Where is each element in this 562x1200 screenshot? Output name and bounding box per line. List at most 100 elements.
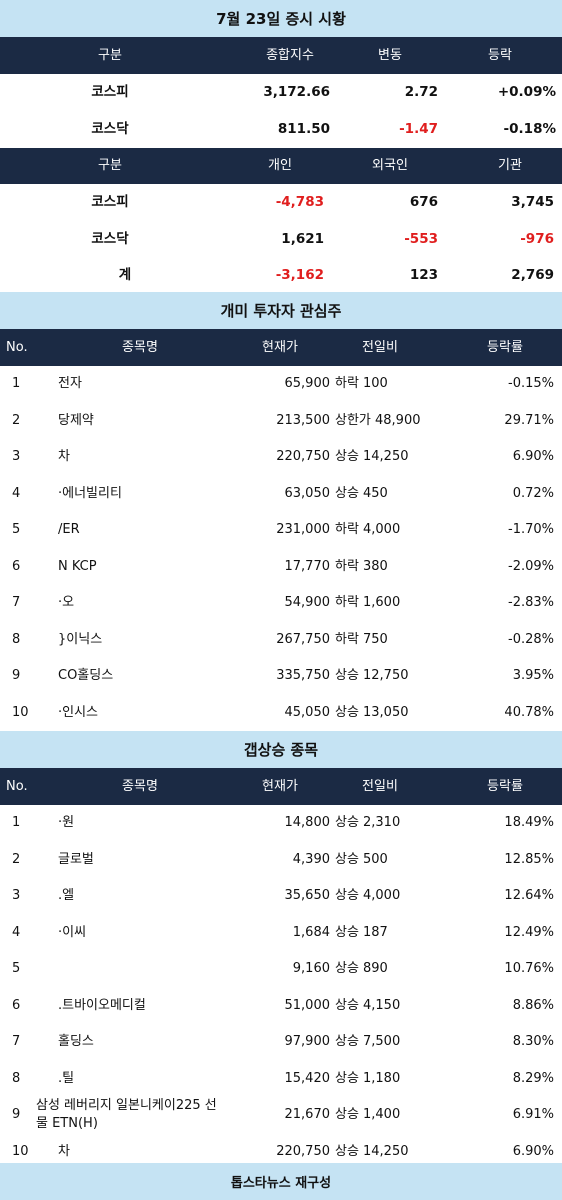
item-diff: 890: [363, 961, 388, 976]
item-price: 21,670: [284, 1107, 331, 1122]
item-direction: 상승: [335, 485, 359, 501]
list-item[interactable]: 6 .트바이오메디컬 51,000 상승 4,150 8.86%: [0, 987, 562, 1024]
list-item[interactable]: 1 전자 65,900 하락 100 -0.15%: [0, 366, 562, 403]
item-no: 3: [12, 888, 21, 903]
item-direction: 상승: [335, 449, 359, 464]
item-name: /ER: [58, 522, 80, 537]
col-header-name: 종목명: [122, 779, 158, 794]
list-item[interactable]: 2 당제약 213,500 상한가 48,900 29.71%: [0, 402, 562, 439]
col-header-price: 현재가: [262, 340, 298, 355]
item-price: 267,750: [276, 631, 330, 647]
row-foreign: 676: [409, 194, 438, 210]
row-name: 코스닥: [91, 121, 129, 137]
list-item[interactable]: 9 CO홀딩스 335,750 상승 12,750 3.95%: [0, 658, 562, 695]
row-name: 계: [118, 267, 132, 283]
col-header-category: 구분: [98, 48, 122, 63]
item-no: 1: [12, 376, 21, 391]
list-item[interactable]: 3 .엘 35,650 상승 4,000 12.64%: [0, 878, 562, 915]
row-change: -1.47: [399, 121, 438, 137]
list-item[interactable]: 10 ·인시스 45,050 상승 13,050 40.78%: [0, 694, 562, 731]
item-diff: 2,310: [363, 815, 401, 830]
item-rate: 18.49%: [504, 815, 554, 830]
row-rate: +0.09%: [497, 84, 556, 100]
row-name: 코스닥: [91, 231, 129, 247]
list-item[interactable]: 8}이닉스 267,750 하락 750 -0.28%: [0, 621, 562, 658]
item-rate: 6.90%: [512, 449, 554, 464]
list-item[interactable]: 7 홀딩스 97,900 상승 7,500 8.30%: [0, 1024, 562, 1061]
footer-credit: 톱스타뉴스 재구성: [230, 1176, 332, 1191]
list-item[interactable]: 4 ·에너빌리티 63,050 상승 450 0.72%: [0, 475, 562, 512]
item-no: 6: [12, 997, 21, 1013]
item-name: ·인시스: [58, 704, 99, 720]
item-no: 10: [12, 1143, 29, 1159]
item-no: 9: [12, 668, 21, 683]
list-item[interactable]: 1 ·원 14,800 상승 2,310 18.49%: [0, 805, 562, 842]
item-price: 63,050: [284, 485, 331, 501]
list-item[interactable]: 6 N KCP 17,770 하락 380 -2.09%: [0, 548, 562, 585]
row-individual: -3,162: [275, 267, 324, 283]
col-header-no: No.: [6, 340, 28, 355]
item-direction: 상승: [335, 668, 359, 683]
item-direction: 상승: [335, 888, 359, 903]
item-direction: 상승: [335, 1107, 359, 1122]
item-price: 54,900: [284, 595, 331, 610]
item-no: 4: [12, 924, 21, 940]
col-header-category: 구분: [98, 158, 122, 173]
row-foreign: 123: [409, 267, 438, 283]
item-direction: 상승: [335, 1070, 359, 1086]
item-diff: 13,050: [363, 704, 409, 720]
item-rate: 6.91%: [512, 1107, 554, 1122]
item-diff: 1,600: [363, 595, 401, 610]
item-name: 홀딩스: [58, 1034, 94, 1049]
item-no: 8: [12, 631, 21, 647]
item-direction: 상승: [335, 997, 359, 1013]
item-name: N KCP: [58, 558, 97, 574]
col-header-foreign: 외국인: [372, 158, 408, 173]
item-diff: 187: [363, 924, 388, 940]
item-price: 17,770: [284, 558, 331, 574]
col-header-individual: 개인: [268, 158, 292, 173]
list-item[interactable]: 5 9,160 상승 890 10.76%: [0, 951, 562, 988]
item-no: 10: [12, 704, 29, 720]
list-item[interactable]: 2 글로벌 4,390 상승 500 12.85%: [0, 841, 562, 878]
col-header-diff: 전일비: [362, 779, 398, 794]
item-rate: 12.49%: [504, 924, 554, 940]
col-header-change: 변동: [378, 48, 402, 63]
item-price: 220,750: [276, 449, 330, 464]
market-title: 7월 23일 증시 시황: [216, 10, 346, 28]
item-name: 삼성 레버리지 일본니케이225 선물 ETN(H): [36, 1098, 217, 1131]
item-rate: -2.09%: [508, 558, 554, 574]
list-item[interactable]: 3 차 220,750 상승 14,250 6.90%: [0, 439, 562, 476]
item-rate: -2.83%: [508, 595, 554, 610]
investor-total-row: 계 -3,162 123 2,769: [0, 258, 562, 292]
item-rate: 8.29%: [512, 1070, 554, 1086]
row-institution: -976: [520, 231, 554, 247]
row-rate: -0.18%: [503, 121, 556, 137]
item-price: 15,420: [284, 1070, 331, 1086]
list-item[interactable]: 4 ·이씨 1,684 상승 187 12.49%: [0, 914, 562, 951]
item-rate: 10.76%: [504, 961, 554, 976]
item-no: 5: [12, 961, 21, 976]
item-direction: 상승: [335, 924, 359, 940]
item-diff: 100: [363, 376, 388, 391]
item-price: 220,750: [276, 1143, 330, 1159]
col-header-rate: 등락률: [487, 779, 523, 794]
item-name: 차: [58, 449, 70, 464]
list-item[interactable]: 8 .틸 15,420 상승 1,180 8.29%: [0, 1060, 562, 1097]
item-diff: 750: [363, 631, 388, 647]
item-name: ·원: [58, 815, 75, 830]
list-item[interactable]: 7 ·오 54,900 하락 1,600 -2.83%: [0, 585, 562, 622]
item-rate: 8.86%: [512, 997, 554, 1013]
item-name: 차: [58, 1143, 70, 1159]
investor-row: 코스닥 1,621 -553 -976: [0, 221, 562, 258]
list-item[interactable]: 5/ER 231,000 하락 4,000 -1.70%: [0, 512, 562, 549]
item-name: 전자: [58, 376, 82, 391]
item-diff: 12,750: [363, 668, 409, 683]
item-rate: 3.95%: [512, 668, 554, 683]
item-diff: 7,500: [363, 1034, 401, 1049]
col-header-name: 종목명: [122, 340, 158, 355]
item-price: 45,050: [284, 704, 331, 720]
item-direction: 상승: [335, 851, 359, 867]
list-item[interactable]: 9 삼성 레버리지 일본니케이225 선물 ETN(H) 21,670 상승 1,400…: [0, 1097, 562, 1134]
col-header-index: 종합지수: [266, 48, 314, 63]
